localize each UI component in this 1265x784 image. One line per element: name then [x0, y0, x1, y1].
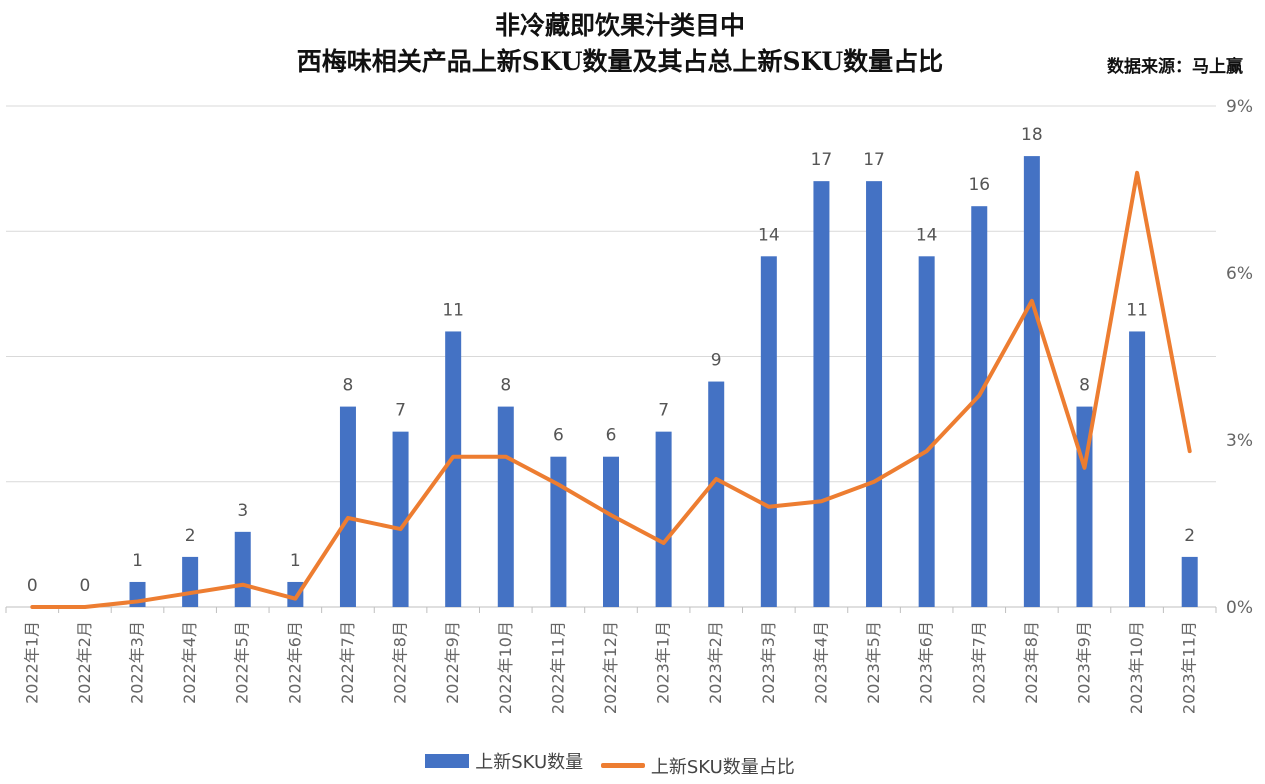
x-tick-label: 2023年11月 — [1180, 621, 1199, 714]
x-tick-label: 2022年12月 — [601, 621, 620, 714]
x-tick-label: 2022年3月 — [128, 621, 147, 704]
bar — [182, 556, 199, 607]
bar — [1023, 156, 1040, 607]
bar — [550, 456, 567, 607]
bar-series — [129, 156, 1198, 607]
bar-value-label: 17 — [811, 150, 833, 170]
bar-value-label: 0 — [27, 576, 38, 596]
bar — [392, 431, 409, 607]
bar — [497, 406, 514, 607]
bar-value-label: 14 — [758, 225, 780, 245]
x-tick-label: 2023年3月 — [759, 621, 778, 704]
bar — [603, 456, 619, 607]
bar-value-label: 6 — [553, 426, 564, 446]
x-tick-label: 2022年9月 — [443, 621, 462, 704]
x-axis-labels: 2022年1月 2022年2月 2022年3月 2022年4月 2022年5月 2022年… — [22, 621, 1198, 714]
bar-value-label: 0 — [79, 576, 90, 596]
y-axis-right-labels: 0% 3% 6% 9% — [1226, 97, 1253, 618]
bar-value-label: 9 — [711, 351, 722, 371]
x-tick-label: 2022年2月 — [75, 621, 94, 704]
source-label: 数据来源：马上赢 — [1107, 57, 1243, 77]
x-tick-label: 2023年2月 — [706, 621, 725, 704]
bar-value-label: 1 — [290, 551, 301, 571]
bar-value-label: 17 — [863, 150, 885, 170]
bar — [813, 181, 830, 607]
legend-item-line: 上新SKU数量占比 — [600, 753, 795, 779]
x-tick-label: 2023年6月 — [917, 621, 936, 704]
y-right-tick-label: 6% — [1226, 264, 1253, 284]
bar-value-label: 14 — [916, 225, 938, 245]
x-tick-label: 2022年1月 — [22, 621, 41, 704]
legend-label-bar: 上新SKU数量 — [475, 752, 584, 773]
x-tick-label: 2023年5月 — [864, 621, 883, 704]
legend: 上新SKU数量 上新SKU数量占比 — [0, 748, 1220, 779]
legend-item-bar: 上新SKU数量 — [425, 748, 583, 774]
bar — [339, 406, 356, 607]
bar-value-label: 8 — [343, 376, 354, 396]
bar-value-label: 7 — [395, 401, 406, 421]
bar-value-label: 8 — [1079, 376, 1090, 396]
bar — [866, 181, 883, 607]
bar-value-label: 18 — [1021, 125, 1043, 145]
x-tick-label: 2022年7月 — [338, 621, 357, 704]
bar — [971, 206, 988, 607]
bar-value-label: 2 — [185, 526, 196, 546]
bar — [708, 381, 725, 607]
legend-swatch-bar — [425, 754, 470, 768]
y-right-tick-label: 9% — [1226, 97, 1253, 117]
bar — [234, 531, 251, 607]
line-series — [30, 170, 1192, 609]
bar-value-label: 11 — [442, 300, 464, 320]
x-tick-label: 2023年9月 — [1074, 621, 1093, 704]
y-right-tick-label: 0% — [1226, 598, 1253, 618]
bar-value-label: 1 — [132, 551, 143, 571]
bar — [760, 256, 777, 607]
bar-value-label: 8 — [500, 376, 511, 396]
legend-swatch-line — [600, 763, 645, 768]
x-tick-label: 2023年1月 — [654, 621, 673, 704]
x-tick-label: 2023年10月 — [1127, 621, 1146, 714]
bar — [918, 256, 935, 607]
bar-value-label: 6 — [606, 426, 617, 446]
bar — [445, 331, 462, 607]
bar-value-label: 11 — [1126, 300, 1148, 320]
bar — [287, 581, 304, 607]
x-tick-label: 2023年4月 — [811, 621, 830, 704]
chart-title: 非冷藏即饮果汁类目中 — [494, 11, 745, 40]
x-tick-label: 2022年10月 — [496, 621, 515, 714]
bar — [1181, 556, 1198, 607]
bar-value-label: 16 — [968, 175, 990, 195]
chart-subtitle: 西梅味相关产品上新SKU数量及其占总上新SKU数量占比 — [296, 47, 944, 76]
x-tick-label: 2023年7月 — [969, 621, 988, 704]
bar-value-label: 3 — [237, 501, 248, 521]
bar-value-label: 2 — [1184, 526, 1195, 546]
x-tick-label: 2022年11月 — [548, 621, 567, 714]
bar — [1129, 331, 1146, 607]
x-tick-label: 2022年5月 — [233, 621, 252, 704]
y-right-tick-label: 3% — [1226, 431, 1253, 451]
x-tick-label: 2022年8月 — [391, 621, 410, 704]
bar-value-label: 7 — [658, 401, 669, 421]
x-tick-label: 2022年6月 — [285, 621, 304, 704]
x-tick-label: 2023年8月 — [1022, 621, 1041, 704]
bar — [655, 431, 672, 607]
x-tick-label: 2022年4月 — [180, 621, 199, 704]
legend-label-line: 上新SKU数量占比 — [650, 756, 795, 778]
